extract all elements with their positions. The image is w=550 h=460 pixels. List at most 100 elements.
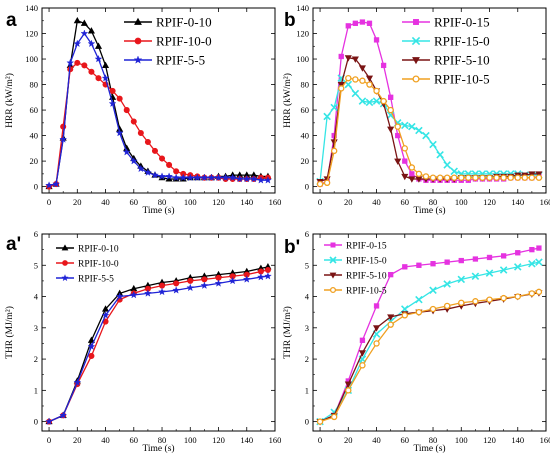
y-tick-label: 3	[305, 323, 309, 333]
data-point	[401, 121, 409, 130]
x-axis-label: Time (s)	[413, 205, 445, 216]
data-point	[486, 254, 493, 261]
data-point	[173, 280, 180, 287]
legend-marker	[412, 57, 420, 65]
data-point	[401, 145, 408, 152]
x-tick-label: 40	[101, 435, 110, 445]
panel-letter: a'	[6, 234, 21, 255]
series-RPIF-15-0	[316, 74, 543, 186]
data-point	[214, 173, 223, 182]
y-tick-label: 5	[34, 260, 38, 270]
data-point	[444, 259, 450, 265]
data-point	[45, 417, 53, 425]
legend-entry: RPIF-5-5	[156, 53, 205, 68]
series-line	[48, 62, 268, 188]
data-point	[386, 111, 395, 119]
series-RPIF-0-10	[45, 263, 272, 425]
data-point	[330, 413, 338, 421]
chart-panel-a: a 0 20 40 60 80 100 120 140 160 0 20 40 60 80 100 120 140…	[4, 3, 281, 216]
data-point	[493, 174, 500, 181]
data-point	[373, 340, 380, 347]
data-point	[52, 179, 61, 188]
data-point	[338, 85, 345, 92]
data-point	[129, 290, 138, 299]
data-point	[365, 98, 374, 107]
y-tick-label: 80	[301, 80, 310, 90]
data-point	[159, 282, 166, 289]
x-tick-label: 140	[240, 197, 253, 207]
data-point	[402, 158, 408, 164]
series-line	[319, 57, 539, 183]
data-point	[193, 173, 202, 182]
data-point	[316, 180, 324, 188]
data-point	[372, 325, 381, 332]
legend-marker	[329, 256, 337, 264]
data-point	[80, 19, 88, 26]
data-point	[528, 174, 536, 181]
data-point	[45, 181, 53, 189]
data-point	[159, 155, 166, 162]
panel-letter: b	[284, 10, 296, 31]
legend-marker	[329, 286, 337, 294]
y-axis-label: HRR (kW/m²)	[4, 73, 15, 128]
data-point	[264, 176, 272, 184]
y-tick-label: 1	[305, 385, 309, 395]
data-point	[409, 171, 415, 177]
legend-entry: RPIF-10-5	[346, 287, 387, 297]
data-point	[471, 272, 480, 280]
data-point	[73, 39, 82, 48]
data-point	[387, 106, 394, 114]
data-point	[201, 276, 208, 283]
plot-frame	[41, 233, 276, 432]
data-point	[358, 97, 367, 105]
data-point	[485, 269, 494, 277]
data-point	[88, 68, 95, 75]
legend: RPIF-0-15 RPIF-15-0 RPIF-5-10 RPIF-10-5	[324, 242, 387, 297]
data-point	[172, 173, 181, 182]
data-point	[94, 42, 103, 49]
data-point	[535, 258, 543, 266]
data-point	[256, 176, 265, 184]
data-point	[387, 321, 394, 328]
x-tick-label: 120	[212, 197, 225, 207]
y-tick-label: 4	[34, 292, 39, 302]
data-point	[352, 20, 359, 26]
data-point	[443, 161, 451, 169]
legend-marker	[134, 17, 142, 25]
y-tick-label: 100	[296, 54, 309, 64]
data-point	[373, 303, 380, 309]
data-point	[73, 16, 81, 24]
data-point	[143, 289, 152, 297]
data-point	[528, 290, 536, 297]
legend-entry: RPIF-5-5	[78, 275, 114, 285]
data-point	[507, 174, 514, 181]
data-point	[173, 168, 180, 175]
data-point	[429, 305, 437, 313]
x-tick-label: 60	[401, 197, 410, 207]
data-point	[394, 123, 401, 130]
data-point	[172, 286, 181, 294]
legend-entry: RPIF-15-0	[346, 257, 387, 267]
x-tick-label: 20	[344, 197, 353, 207]
x-tick-label: 60	[130, 197, 139, 207]
x-axis-label: Time (s)	[142, 205, 174, 216]
data-point	[144, 138, 151, 145]
data-point	[101, 311, 110, 319]
legend-marker	[133, 55, 143, 64]
y-tick-label: 2	[34, 354, 38, 364]
data-point	[451, 174, 458, 181]
data-point	[88, 352, 95, 359]
data-point	[366, 20, 373, 26]
data-point	[186, 173, 195, 182]
series-RPIF-5-5	[45, 29, 272, 189]
plot-frame	[312, 233, 547, 432]
data-point	[359, 19, 366, 25]
data-point	[74, 59, 81, 66]
y-tick-label: 40	[30, 131, 39, 141]
data-point	[514, 174, 521, 181]
data-point	[380, 62, 387, 69]
data-point	[500, 253, 507, 259]
x-tick-label: 0	[47, 197, 51, 207]
data-point	[358, 65, 366, 72]
